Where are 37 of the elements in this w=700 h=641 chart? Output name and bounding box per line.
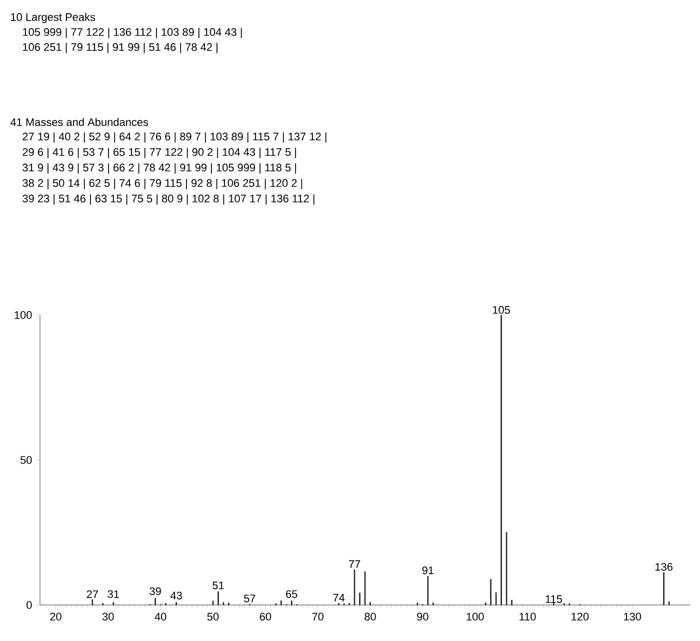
x-tick-label: 90 <box>417 612 428 621</box>
x-tick-label: 120 <box>572 612 589 621</box>
text: 41 Masses and Abundances <box>10 118 148 126</box>
annotation: 91 <box>422 566 434 574</box>
x-tick-label: 50 <box>207 612 219 621</box>
annotation: 27 <box>86 590 98 598</box>
annotation: 31 <box>108 590 119 598</box>
x-tick-label: 70 <box>312 612 324 621</box>
text: 29 6 | 41 6 | 53 7 | 65 15 | 77 122 | 90 2 | 104 43 | 117 5 | <box>22 148 296 158</box>
annotation: 65 <box>286 590 298 598</box>
annotation: 105 <box>492 306 510 314</box>
annotation: 74 <box>333 594 345 602</box>
annotation: 43 <box>170 592 182 600</box>
x-tick-label: 130 <box>624 612 642 621</box>
text: 31 9 | 43 9 | 57 3 | 66 2 | 78 42 | 91 99 | 105 999 | 118 5 | <box>22 163 296 174</box>
x-tick-label: 60 <box>260 612 272 621</box>
x-tick-label: 110 <box>520 612 536 621</box>
text: 10 Largest Peaks <box>11 12 96 24</box>
x-tick-label: 40 <box>154 612 166 621</box>
x-tick-label: 80 <box>364 612 376 621</box>
y-tick-label: 0 <box>26 601 32 609</box>
y-tick-label: 100 <box>14 311 32 319</box>
annotation: 115 <box>546 595 562 603</box>
text: 105 999 | 77 122 | 136 112 | 103 89 | 104 43 | <box>23 28 242 38</box>
annotation: 57 <box>244 594 256 602</box>
annotation: 39 <box>150 587 161 596</box>
text: 106 251 | 79 115 | 91 99 | 51 46 | 78 42 | <box>23 42 218 54</box>
text: 39 23 | 51 46 | 63 15 | 75 5 | 80 9 | 102 8 | 107 17 | 136 112 | <box>22 194 314 205</box>
annotation: 77 <box>348 560 360 568</box>
text: 38 2 | 50 14 | 62 5 | 74 6 | 79 115 | 92 8 | 106 251 | 120 2 | <box>22 178 302 190</box>
annotation: 51 <box>212 582 224 590</box>
text: 27 19 | 40 2 | 52 9 | 64 2 | 76 6 | 89 7 | 103 89 | 115 7 | 137 12 | <box>22 132 326 143</box>
annotation: 136 <box>655 562 672 571</box>
x-tick-label: 100 <box>466 612 484 621</box>
y-tick-label: 50 <box>20 456 32 464</box>
x-tick-label: 20 <box>50 612 62 621</box>
x-tick-label: 30 <box>102 612 114 621</box>
